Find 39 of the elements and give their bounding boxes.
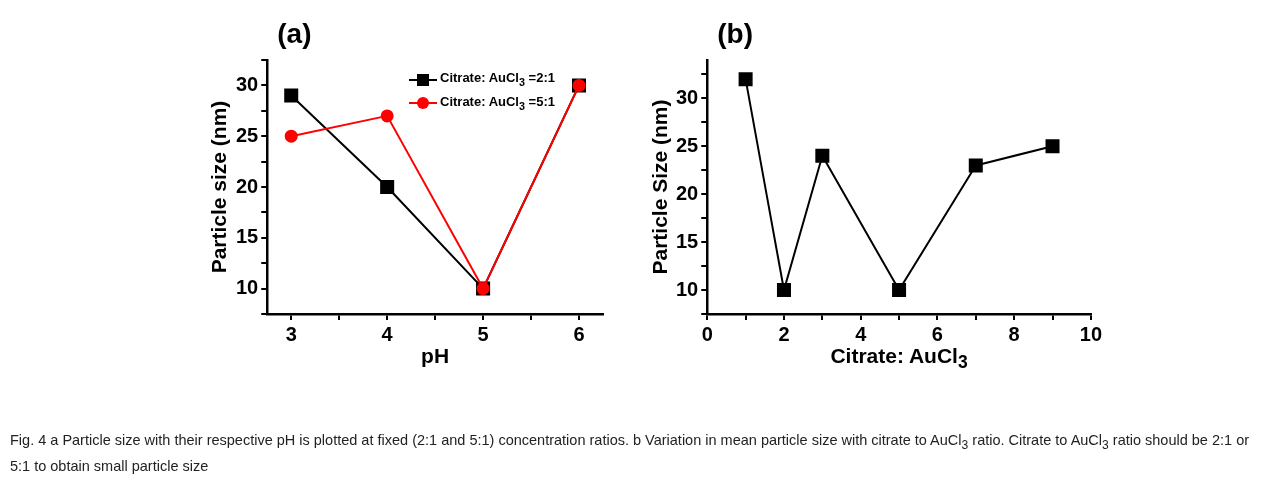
chart-title: (a) xyxy=(277,18,312,50)
x-tick-label: 8 xyxy=(1008,322,1020,345)
point xyxy=(815,148,830,163)
legend-label: Citrate: AuCl$_{3}$ =2:1 xyxy=(440,69,555,90)
y-tick-label: 10 xyxy=(236,276,259,299)
y-tick-label: 30 xyxy=(676,85,699,108)
text: Fig. 4 a Particle size with their respective pH is plotted at fixed (2:1 and 5:1) concentration ratios. b Variation in mean particle size with citrate to AuCl$_{3}$ ratio. Citrate to AuCl$_{3}$ ratio should be 2:1 or 5:1 to obtain small particle size xyxy=(10,432,1250,474)
y-tick-label: 30 xyxy=(236,72,259,95)
y-tick-label: 15 xyxy=(236,225,259,248)
x-tick-label: 5 xyxy=(477,322,489,345)
point xyxy=(968,158,983,173)
legend-label: Citrate: AuCl$_{3}$ =5:1 xyxy=(440,92,555,114)
point xyxy=(284,88,299,103)
y-axis-title: Particle Size (nm) xyxy=(647,99,672,275)
y-tick-label: 20 xyxy=(236,174,259,197)
y-tick-label: 25 xyxy=(236,123,259,146)
x-tick-label: 4 xyxy=(381,322,394,345)
point xyxy=(284,129,298,143)
y-tick-label: 10 xyxy=(676,277,699,300)
x-axis-title: Citrate: AuCl$_{3}$ xyxy=(829,344,969,374)
point xyxy=(380,179,395,195)
x-axis-title: pH xyxy=(420,344,451,368)
y-axis-title: Particle size (nm) xyxy=(206,100,231,274)
point xyxy=(1045,139,1060,154)
x-tick-label: 0 xyxy=(701,322,713,345)
point xyxy=(892,283,907,298)
x-tick-label: 3 xyxy=(285,322,297,345)
point xyxy=(776,283,791,298)
x-tick-label: 2 xyxy=(778,322,790,345)
y-tick-label: 15 xyxy=(676,229,699,252)
point xyxy=(380,109,394,123)
x-tick-label: 4 xyxy=(855,322,868,345)
y-tick-label: 25 xyxy=(676,133,699,156)
point xyxy=(738,72,753,87)
y-tick-label: 20 xyxy=(676,181,699,204)
x-tick-label: 6 xyxy=(931,322,943,345)
x-tick-label: 10 xyxy=(1079,322,1102,345)
x-tick-label: 6 xyxy=(573,322,585,345)
chart-title: (b) xyxy=(717,18,753,50)
